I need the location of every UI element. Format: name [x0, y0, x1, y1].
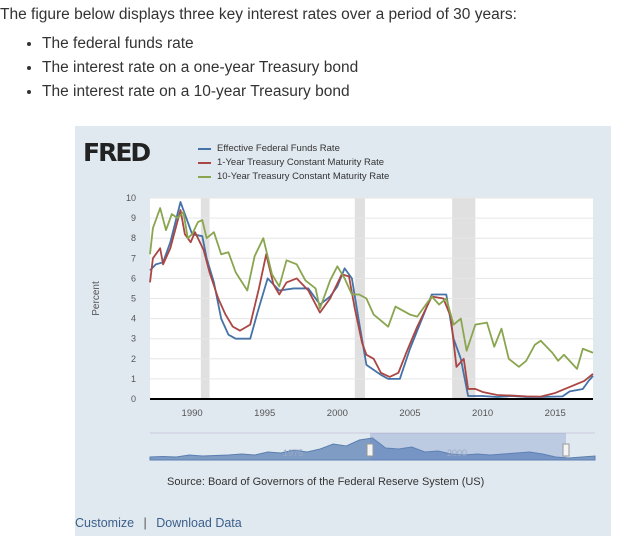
legend-label: 1-Year Treasury Constant Maturity Rate	[217, 157, 385, 168]
legend-item[interactable]: 10-Year Treasury Constant Maturity Rate	[198, 170, 389, 184]
y-tick-label: 4	[131, 314, 136, 324]
navigator-label: 1975	[283, 448, 303, 458]
x-tick-label: 2000	[327, 408, 348, 419]
y-axis-label: Percent	[91, 281, 102, 316]
legend-item[interactable]: 1-Year Treasury Constant Maturity Rate	[198, 156, 389, 170]
y-tick-label: 9	[131, 213, 136, 223]
x-tick-label: 1990	[182, 408, 203, 419]
y-tick-label: 2	[131, 354, 136, 364]
intro-text: The figure below displays three key inte…	[0, 6, 517, 23]
series-line-10-year-treasury-constant-maturity-rate	[149, 207, 594, 370]
y-tick-label: 8	[131, 233, 136, 243]
y-tick-label: 0	[131, 394, 136, 404]
y-tick-label: 6	[131, 273, 136, 283]
navigator-selection	[370, 433, 566, 460]
fred-logo: FRED	[83, 138, 151, 167]
y-tick-label: 7	[131, 253, 136, 263]
chart-svg: 0 1 2 3 4 5 6 7 8 9 10 1990 1995 2000 2005 2010 2015 Perc…	[91, 193, 596, 461]
chart-links: Customize | Download Data	[75, 516, 242, 530]
legend-label: Effective Federal Funds Rate	[217, 143, 340, 154]
bullet-item: The interest rate on a 10-year Treasury …	[42, 80, 358, 104]
series-line-1-year-treasury-constant-maturity-rate	[149, 209, 594, 398]
download-data-link[interactable]: Download Data	[156, 516, 242, 530]
link-separator: |	[143, 516, 147, 530]
series-line-effective-federal-funds-rate	[149, 201, 594, 398]
bullet-item: The federal funds rate	[42, 32, 358, 56]
bullet-item: The interest rate on a one-year Treasury…	[42, 56, 358, 80]
x-tick-label: 2010	[472, 408, 493, 419]
x-tick-label: 2015	[545, 408, 566, 419]
x-tick-label: 2005	[399, 408, 420, 419]
x-tick-label: 1995	[254, 408, 275, 419]
bullet-list: The federal funds rate The interest rate…	[22, 32, 358, 104]
navigator-label: 2000	[447, 448, 467, 458]
y-tick-label: 10	[126, 193, 136, 203]
navigator-handle[interactable]	[366, 443, 374, 457]
legend-label: 10-Year Treasury Constant Maturity Rate	[217, 171, 390, 182]
legend: Effective Federal Funds Rate 1-Year Trea…	[198, 142, 389, 184]
customize-link[interactable]: Customize	[75, 516, 135, 530]
source-note: Source: Board of Governors of the Federa…	[167, 476, 485, 488]
legend-item[interactable]: Effective Federal Funds Rate	[198, 142, 389, 156]
navigator-handle[interactable]	[562, 443, 570, 457]
y-tick-label: 5	[131, 294, 136, 304]
y-tick-label: 1	[131, 374, 136, 384]
y-tick-label: 3	[131, 334, 136, 344]
fred-chart-panel: 0 1 2 3 4 5 6 7 8 9 10 1990 1995 2000 2005 2010 2015 Perc…	[75, 126, 611, 536]
